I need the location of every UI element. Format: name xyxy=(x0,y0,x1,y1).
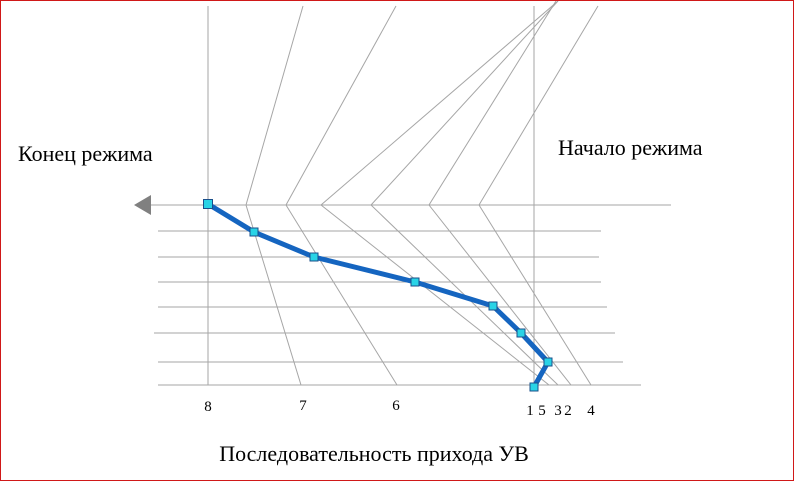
guide-line-3 xyxy=(370,1,559,386)
guide-line-6 xyxy=(285,5,398,386)
start-mode-label: Начало режима xyxy=(558,135,703,160)
trace-marker xyxy=(516,328,526,338)
tick-label-1: 1 xyxy=(526,403,534,419)
axis-title: Последовательность прихода УВ xyxy=(219,441,529,466)
tick-label-3: 3 xyxy=(554,403,562,419)
tick-label-8: 8 xyxy=(204,399,212,415)
tick-label-2: 2 xyxy=(564,403,572,419)
guide-line-4 xyxy=(478,5,599,386)
tick-label-6: 6 xyxy=(392,398,400,414)
trace-markers xyxy=(203,199,553,392)
trace-marker xyxy=(543,357,553,367)
tick-label-7: 7 xyxy=(299,398,307,414)
tick-label-4: 4 xyxy=(587,403,595,419)
horizontal-grid-lines xyxy=(151,204,671,386)
tick-label-5: 5 xyxy=(538,403,546,419)
guide-line-5 xyxy=(320,1,559,386)
left-triangle-arrow-icon xyxy=(134,195,151,215)
trace-marker xyxy=(249,227,259,237)
trace-marker xyxy=(203,199,213,209)
end-mode-label: Конец режима xyxy=(18,141,153,166)
arrival-trace-line xyxy=(205,201,551,390)
trace-marker xyxy=(309,252,319,262)
slanted-guide-lines xyxy=(207,1,599,386)
trace-marker xyxy=(529,382,539,392)
trace-marker xyxy=(488,301,498,311)
trace-marker xyxy=(410,277,420,287)
guide-line-7 xyxy=(245,5,304,386)
guide-line-2 xyxy=(428,1,572,386)
